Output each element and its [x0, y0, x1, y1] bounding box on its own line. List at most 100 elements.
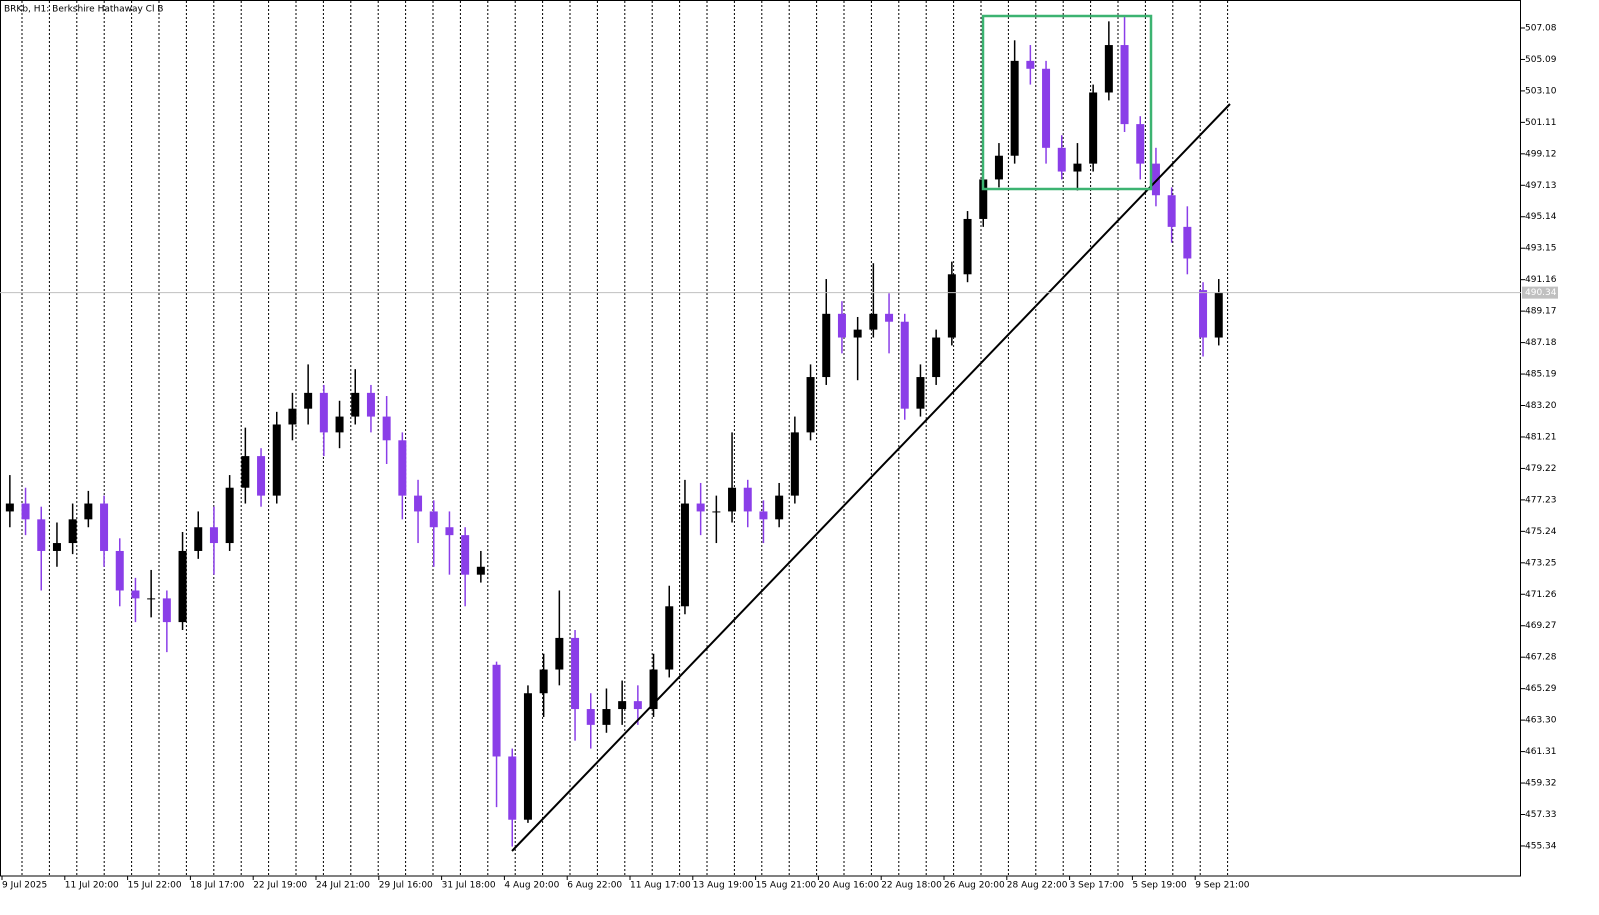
candle-body — [21, 503, 30, 520]
candle-body — [1073, 163, 1082, 172]
candle-body — [571, 637, 580, 710]
candle-body — [209, 527, 218, 544]
candle-body — [5, 503, 14, 512]
candle-body — [900, 321, 909, 409]
candle-body — [335, 416, 344, 433]
x-tick-label: 20 Aug 16:00 — [818, 881, 879, 891]
y-tick-label: 489.17 — [1525, 307, 1557, 317]
candle-body — [1057, 147, 1066, 172]
y-tick-label: 477.23 — [1525, 495, 1557, 505]
candle-body — [68, 519, 77, 544]
candle-body — [1026, 60, 1035, 69]
candle-body — [461, 535, 470, 575]
candle-body — [728, 487, 737, 512]
candle-body — [1010, 60, 1019, 156]
y-tick-label: 467.28 — [1525, 653, 1557, 663]
x-tick-label: 15 Aug 21:00 — [756, 881, 817, 891]
candle-body — [382, 416, 391, 441]
y-tick-label: 469.27 — [1525, 621, 1557, 631]
x-tick-label: 31 Jul 18:00 — [442, 881, 496, 891]
candle-body — [853, 329, 862, 338]
y-tick-label: 503.10 — [1525, 86, 1557, 96]
period-separators — [21, 1, 1229, 876]
candle-body — [257, 456, 266, 496]
y-tick-label: 463.30 — [1525, 716, 1557, 726]
y-tick-label: 479.22 — [1525, 464, 1557, 474]
y-tick-label: 471.26 — [1525, 590, 1557, 600]
candle-body — [37, 519, 46, 551]
candle-body — [225, 487, 234, 544]
candle-body — [979, 179, 988, 219]
y-tick-label: 457.33 — [1525, 810, 1557, 820]
x-tick-label: 13 Aug 19:00 — [693, 881, 754, 891]
candle-body — [84, 503, 93, 520]
last-price-box — [1522, 286, 1558, 299]
candle-body — [806, 377, 815, 433]
candle-body — [115, 550, 124, 591]
candle-body — [963, 218, 972, 275]
chart-title: BRKb, H1: Berkshire Hathaway Cl B — [4, 5, 163, 15]
x-tick-label: 26 Aug 20:00 — [944, 881, 1005, 891]
candle-body — [1136, 124, 1145, 164]
y-tick-label: 461.31 — [1525, 747, 1557, 757]
x-tick-label: 3 Sep 17:00 — [1070, 881, 1125, 891]
candle-body — [414, 495, 423, 512]
y-tick-label: 455.34 — [1525, 841, 1557, 851]
candle-body — [304, 392, 313, 409]
trend-line — [511, 103, 1231, 852]
candle-body — [759, 511, 768, 520]
candle-body — [272, 424, 281, 496]
candle-body — [712, 511, 721, 513]
candle-body — [162, 598, 171, 623]
y-tick-label: 465.29 — [1525, 684, 1557, 694]
candle-body — [288, 408, 297, 425]
candle-body — [523, 693, 532, 820]
y-tick-label: 485.19 — [1525, 370, 1557, 380]
candle-body — [602, 709, 611, 725]
x-tick-label: 9 Sep 21:00 — [1195, 881, 1250, 891]
candle-body — [52, 543, 61, 551]
y-tick-label: 507.08 — [1525, 23, 1557, 33]
candle-body — [366, 392, 375, 417]
candle-body — [1199, 290, 1208, 338]
candle-body — [633, 701, 642, 710]
x-tick-label: 24 Jul 21:00 — [316, 881, 370, 891]
candle-body — [743, 487, 752, 512]
x-tick-label: 4 Aug 20:00 — [504, 881, 559, 891]
candle-body — [1183, 226, 1192, 259]
candles — [5, 16, 1223, 847]
candle-body — [1104, 45, 1113, 93]
y-tick-label: 493.15 — [1525, 244, 1557, 254]
plot-frame — [0, 0, 1521, 877]
y-tick-label: 487.18 — [1525, 338, 1557, 348]
y-tick-label: 475.24 — [1525, 527, 1557, 537]
y-tick-label: 483.20 — [1525, 401, 1557, 411]
candle-body — [665, 606, 674, 670]
candle-body — [476, 566, 485, 575]
candle-body — [680, 503, 689, 607]
candle-body — [885, 313, 894, 322]
candle-body — [916, 377, 925, 409]
candle-body — [1151, 163, 1160, 196]
x-tick-label: 22 Aug 18:00 — [881, 881, 942, 891]
x-tick-label: 28 Aug 22:00 — [1007, 881, 1068, 891]
candle-body — [1214, 292, 1223, 338]
candle-body — [194, 527, 203, 551]
candle-body — [429, 511, 438, 528]
x-tick-label: 11 Aug 17:00 — [630, 881, 691, 891]
candle-body — [1120, 45, 1129, 125]
x-tick-label: 29 Jul 16:00 — [379, 881, 433, 891]
x-tick-label: 18 Jul 17:00 — [190, 881, 244, 891]
x-tick-label: 11 Jul 20:00 — [65, 881, 119, 891]
y-tick-label: 481.21 — [1525, 432, 1557, 442]
candle-body — [994, 155, 1003, 180]
candle-body — [837, 313, 846, 338]
range-box — [981, 14, 1153, 191]
candle-body — [586, 709, 595, 725]
y-tick-label: 497.13 — [1525, 181, 1557, 191]
candle-body — [1089, 92, 1098, 164]
candle-body — [869, 313, 878, 330]
x-tick-label: 5 Sep 19:00 — [1132, 881, 1187, 891]
candle-body — [319, 392, 328, 433]
